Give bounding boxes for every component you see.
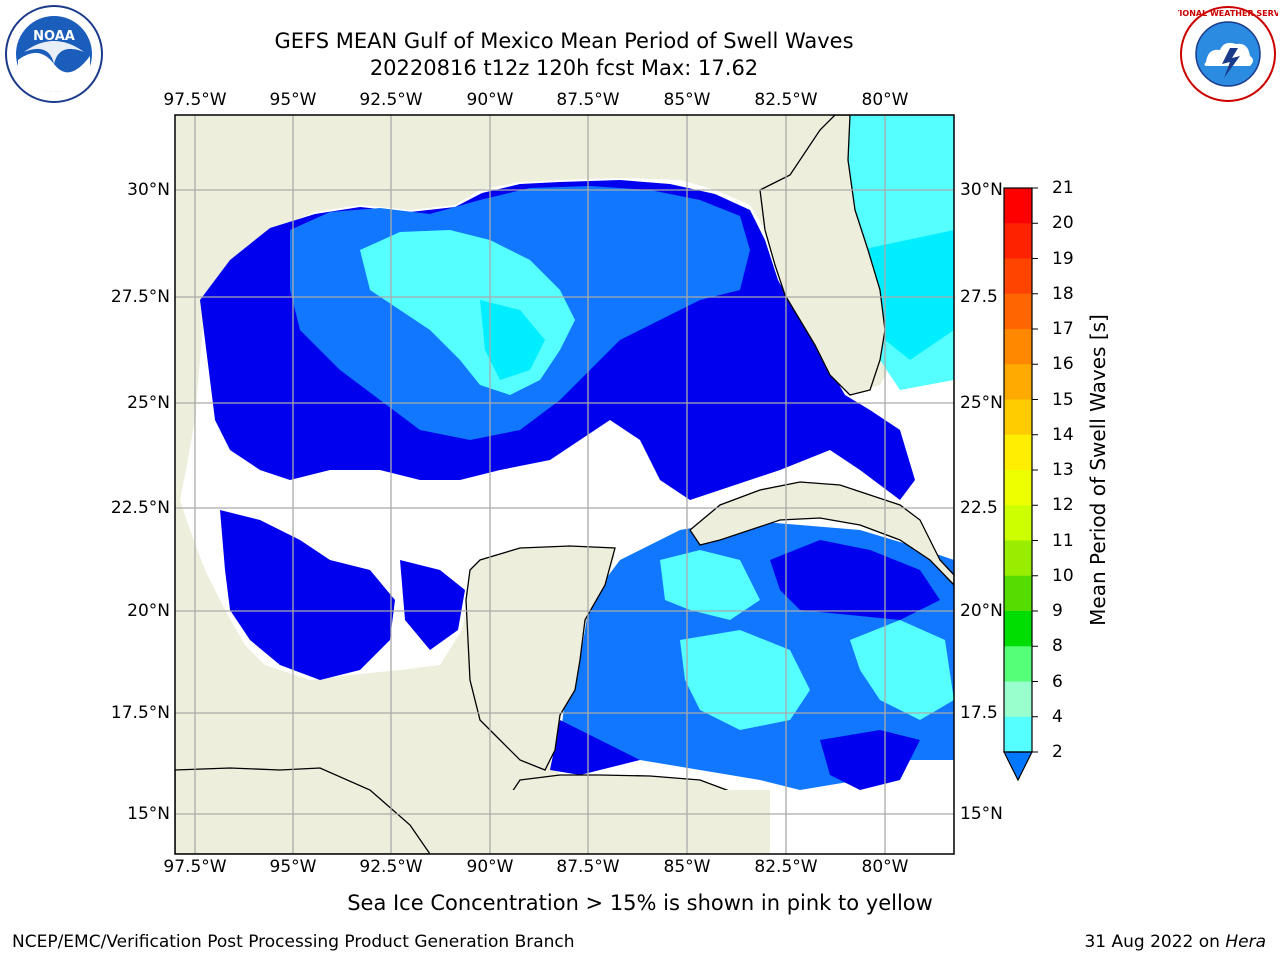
chart-title: GEFS MEAN Gulf of Mexico Mean Period of … bbox=[274, 29, 854, 53]
colorbar-tick-label: 10 bbox=[1052, 565, 1074, 586]
y-tick-right: 27.5 bbox=[960, 287, 998, 307]
x-tick-top: 82.5°W bbox=[754, 90, 818, 110]
colorbar-segment bbox=[1004, 575, 1032, 612]
colorbar-tick-label: 18 bbox=[1052, 283, 1074, 304]
colorbar-segment bbox=[1004, 188, 1032, 224]
colorbar-segment bbox=[1004, 293, 1032, 330]
colorbar-tick-label: 6 bbox=[1052, 671, 1063, 692]
noaa-logo-text: NOAA bbox=[33, 29, 75, 44]
colorbar-tick-label: 8 bbox=[1052, 636, 1063, 657]
x-tick-bottom: 92.5°W bbox=[359, 857, 423, 877]
x-tick-bottom: 97.5°W bbox=[163, 857, 227, 877]
colorbar-label: Mean Period of Swell Waves [s] bbox=[1086, 314, 1110, 626]
y-tick-right: 17.5 bbox=[960, 703, 998, 723]
florida-land bbox=[759, 115, 886, 396]
colorbar-extend-arrow bbox=[1003, 751, 1033, 782]
colorbar-segment bbox=[1004, 646, 1032, 682]
colorbar-tick-label: 19 bbox=[1052, 248, 1074, 269]
y-tick-left: 17.5°N bbox=[110, 703, 170, 723]
x-tick-bottom: 85°W bbox=[663, 857, 711, 877]
y-tick-right: 22.5 bbox=[960, 498, 998, 518]
colorbar-segment bbox=[1004, 223, 1032, 259]
colorbar-segment bbox=[1004, 540, 1032, 577]
x-tick-bottom: 87.5°W bbox=[556, 857, 620, 877]
footer-branch: NCEP/EMC/Verification Post Processing Pr… bbox=[12, 932, 575, 952]
colorbar-tick-label: 13 bbox=[1052, 460, 1074, 480]
gridlines bbox=[175, 115, 954, 854]
colorbar-segment bbox=[1004, 329, 1032, 365]
y-tick-left: 20°N bbox=[127, 601, 170, 621]
x-tick-top: 95°W bbox=[269, 90, 317, 110]
colorbar-tick-label: 21 bbox=[1052, 178, 1074, 198]
x-tick-bottom: 95°W bbox=[269, 857, 317, 877]
colorbar-segment bbox=[1004, 611, 1032, 647]
x-tick-top: 92.5°W bbox=[359, 90, 423, 110]
map-frame bbox=[174, 114, 955, 855]
x-tick-top: 85°W bbox=[663, 90, 711, 110]
colorbar-tick-label: 11 bbox=[1052, 530, 1074, 551]
y-tick-right: 30°N bbox=[960, 180, 1003, 200]
colorbar-tick-label: 4 bbox=[1052, 706, 1063, 727]
x-tick-bottom: 82.5°W bbox=[754, 857, 818, 877]
footer-date-text: 31 Aug 2022 on bbox=[1084, 932, 1220, 952]
y-tick-left: 22.5°N bbox=[110, 498, 170, 518]
y-tick-left: 30°N bbox=[127, 180, 170, 200]
colorbar-tick-label: 12 bbox=[1052, 495, 1074, 516]
colorbar-tick-label: 14 bbox=[1052, 424, 1074, 445]
x-tick-top: 90°W bbox=[466, 90, 514, 110]
footer-date: 31 Aug 2022 on Hera bbox=[1084, 932, 1266, 952]
colorbar-tick-label: 9 bbox=[1052, 601, 1063, 621]
y-tick-left: 25°N bbox=[127, 393, 170, 413]
chart-subtitle: 20220816 t12z 120h fcst Max: 17.62 bbox=[369, 56, 759, 80]
x-tick-bottom: 90°W bbox=[466, 857, 514, 877]
y-tick-right: 15°N bbox=[960, 804, 1003, 824]
x-tick-top: 97.5°W bbox=[163, 90, 227, 110]
colorbar-tick-label: 17 bbox=[1052, 319, 1074, 339]
colorbar-tick-label: 16 bbox=[1052, 354, 1074, 375]
colorbar-segment bbox=[1004, 434, 1032, 471]
colorbar-segment bbox=[1004, 505, 1032, 541]
x-tick-bottom: 80°W bbox=[861, 857, 909, 877]
colorbar-segment bbox=[1004, 681, 1032, 718]
colorbar-segment bbox=[1004, 364, 1032, 400]
y-tick-right: 25°N bbox=[960, 393, 1003, 413]
y-tick-right: 20°N bbox=[960, 601, 1003, 621]
x-tick-top: 80°W bbox=[861, 90, 909, 110]
colorbar-tick-label: 15 bbox=[1052, 389, 1074, 410]
x-tick-top: 87.5°W bbox=[556, 90, 620, 110]
colorbar-segment bbox=[1004, 258, 1032, 295]
sea-ice-note: Sea Ice Concentration > 15% is shown in … bbox=[347, 891, 933, 915]
colorbar-segment bbox=[1004, 399, 1032, 436]
colorbar-tick-label: 2 bbox=[1052, 742, 1063, 762]
colorbar-segment bbox=[1004, 470, 1032, 506]
footer-host: Hera bbox=[1225, 932, 1266, 952]
nws-logo-text: NATIONAL WEATHER SERVICE bbox=[1178, 9, 1278, 18]
y-tick-left: 27.5°N bbox=[110, 287, 170, 307]
colorbar-tick-label: 20 bbox=[1052, 213, 1074, 234]
noaa-logo: NOAA bbox=[4, 4, 104, 104]
y-tick-left: 15°N bbox=[127, 804, 170, 824]
colorbar bbox=[1003, 187, 1038, 782]
yucatan-land bbox=[465, 545, 616, 771]
colorbar-segment bbox=[1004, 716, 1032, 753]
nws-logo: NATIONAL WEATHER SERVICE bbox=[1162, 4, 1280, 104]
